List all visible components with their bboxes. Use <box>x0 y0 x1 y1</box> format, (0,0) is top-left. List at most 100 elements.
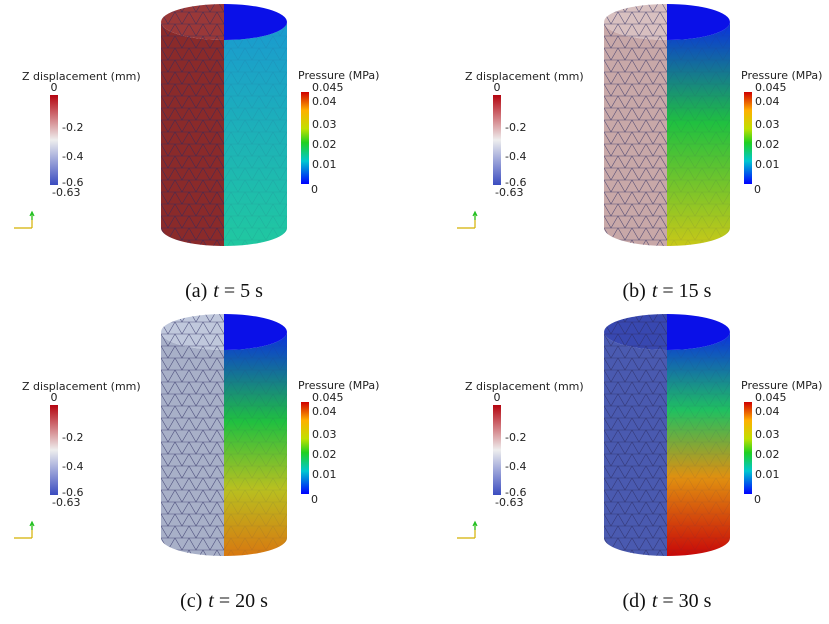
caption-tag: (b) <box>623 280 646 302</box>
legend-tick: -0.6 <box>505 176 526 189</box>
legend-title: Pressure (MPa) <box>298 379 379 392</box>
caption-symbol: t <box>213 280 219 302</box>
colorbar <box>50 95 58 185</box>
axes-glyph <box>457 524 476 539</box>
caption: (b) t = 15 s <box>623 280 712 302</box>
legend-title: Pressure (MPa) <box>741 379 822 392</box>
legend-tick: 0 <box>311 493 318 506</box>
legend-tick: 0.04 <box>312 405 337 418</box>
cylinder-mesh <box>604 22 667 246</box>
axes-glyph <box>14 524 33 539</box>
colorbar <box>301 402 309 494</box>
legend-tick: 0.045 <box>755 81 787 94</box>
legend-title: Z displacement (mm) <box>465 70 584 83</box>
legend-tick: 0.04 <box>755 405 780 418</box>
legend-tick: 0.03 <box>755 118 780 131</box>
legend-tick: 0 <box>754 493 761 506</box>
legend-tick: -0.4 <box>62 460 83 473</box>
legend-tick: -0.2 <box>505 431 526 444</box>
cylinder-top-mesh <box>604 4 667 40</box>
legend-title: Pressure (MPa) <box>298 69 379 82</box>
colorbar <box>744 402 752 494</box>
caption: (c) t = 20 s <box>180 590 268 612</box>
cylinder-mesh <box>604 332 667 556</box>
cylinder-top-right <box>667 4 730 40</box>
legend-tick: 0.04 <box>755 95 780 108</box>
legend-tick: 0.045 <box>312 391 344 404</box>
cylinder-top-right <box>224 4 287 40</box>
legend-tick: -0.6 <box>62 486 83 499</box>
legend-tick: 0.01 <box>312 468 337 481</box>
legend-tick: -0.2 <box>505 121 526 134</box>
axes-glyph <box>29 520 35 530</box>
axes-glyph <box>472 210 478 220</box>
axes-glyph <box>472 520 478 530</box>
legend-tick: 0.03 <box>312 428 337 441</box>
legend-tick: 0 <box>494 81 501 94</box>
cylinder-top-mesh <box>161 314 224 350</box>
legend-tick: -0.4 <box>505 460 526 473</box>
axes-glyph <box>29 210 35 220</box>
legend-tick: 0.03 <box>755 428 780 441</box>
axes-glyph <box>457 214 476 229</box>
legend-tick: 0.02 <box>312 448 337 461</box>
caption-value: = 20 s <box>219 590 268 612</box>
caption: (d) t = 30 s <box>623 590 712 612</box>
cylinder-mesh <box>161 22 224 246</box>
legend-tick: -0.63 <box>52 186 80 199</box>
panel: Z displacement (mm)0-0.2-0.4-0.6-0.63Pre… <box>457 314 822 612</box>
legend-tick: -0.6 <box>505 486 526 499</box>
legend-tick: -0.63 <box>495 186 523 199</box>
cylinder-mesh <box>161 332 224 556</box>
legend-title: Z displacement (mm) <box>22 380 141 393</box>
caption-value: = 5 s <box>224 280 263 302</box>
caption-symbol: t <box>208 590 214 612</box>
caption-tag: (d) <box>623 590 646 612</box>
cylinder-top-mesh <box>604 314 667 350</box>
legend-tick: 0.02 <box>755 138 780 151</box>
legend-tick: -0.63 <box>52 496 80 509</box>
legend-tick: 0.04 <box>312 95 337 108</box>
caption-symbol: t <box>652 280 658 302</box>
axes-glyph <box>14 214 33 229</box>
legend-tick: 0.02 <box>755 448 780 461</box>
cylinder-top-right <box>667 314 730 350</box>
legend-tick: -0.2 <box>62 431 83 444</box>
colorbar <box>301 92 309 184</box>
legend-title: Z displacement (mm) <box>465 380 584 393</box>
legend-title: Z displacement (mm) <box>22 70 141 83</box>
legend-tick: 0.03 <box>312 118 337 131</box>
legend-tick: -0.63 <box>495 496 523 509</box>
legend-tick: 0 <box>494 391 501 404</box>
legend-tick: -0.2 <box>62 121 83 134</box>
legend-tick: 0 <box>754 183 761 196</box>
legend-tick: 0.045 <box>312 81 344 94</box>
legend-tick: -0.4 <box>505 150 526 163</box>
caption: (a) t = 5 s <box>185 280 263 302</box>
caption-symbol: t <box>652 590 658 612</box>
cylinder-mesh <box>667 332 730 556</box>
colorbar <box>493 95 501 185</box>
legend-tick: -0.6 <box>62 176 83 189</box>
cylinder-mesh <box>224 22 287 246</box>
cylinder-top-right <box>224 314 287 350</box>
caption-value: = 30 s <box>662 590 711 612</box>
cylinder-top-mesh <box>161 4 224 40</box>
legend-tick: -0.4 <box>62 150 83 163</box>
legend-tick: 0.01 <box>755 468 780 481</box>
colorbar <box>493 405 501 495</box>
caption-value: = 15 s <box>662 280 711 302</box>
legend-tick: 0 <box>311 183 318 196</box>
cylinder-mesh <box>667 22 730 246</box>
legend-tick: 0 <box>51 391 58 404</box>
legend-title: Pressure (MPa) <box>741 69 822 82</box>
colorbar <box>50 405 58 495</box>
caption-tag: (c) <box>180 590 202 612</box>
panel: Z displacement (mm) 0 -0.2 -0.4 -0.6-0.63 Pre… <box>14 4 379 302</box>
legend-tick: 0.01 <box>312 158 337 171</box>
panel: Z displacement (mm)0-0.2-0.4-0.6-0.63Pre… <box>14 314 379 612</box>
cylinder-mesh <box>224 332 287 556</box>
colorbar <box>744 92 752 184</box>
legend-tick: 0.02 <box>312 138 337 151</box>
